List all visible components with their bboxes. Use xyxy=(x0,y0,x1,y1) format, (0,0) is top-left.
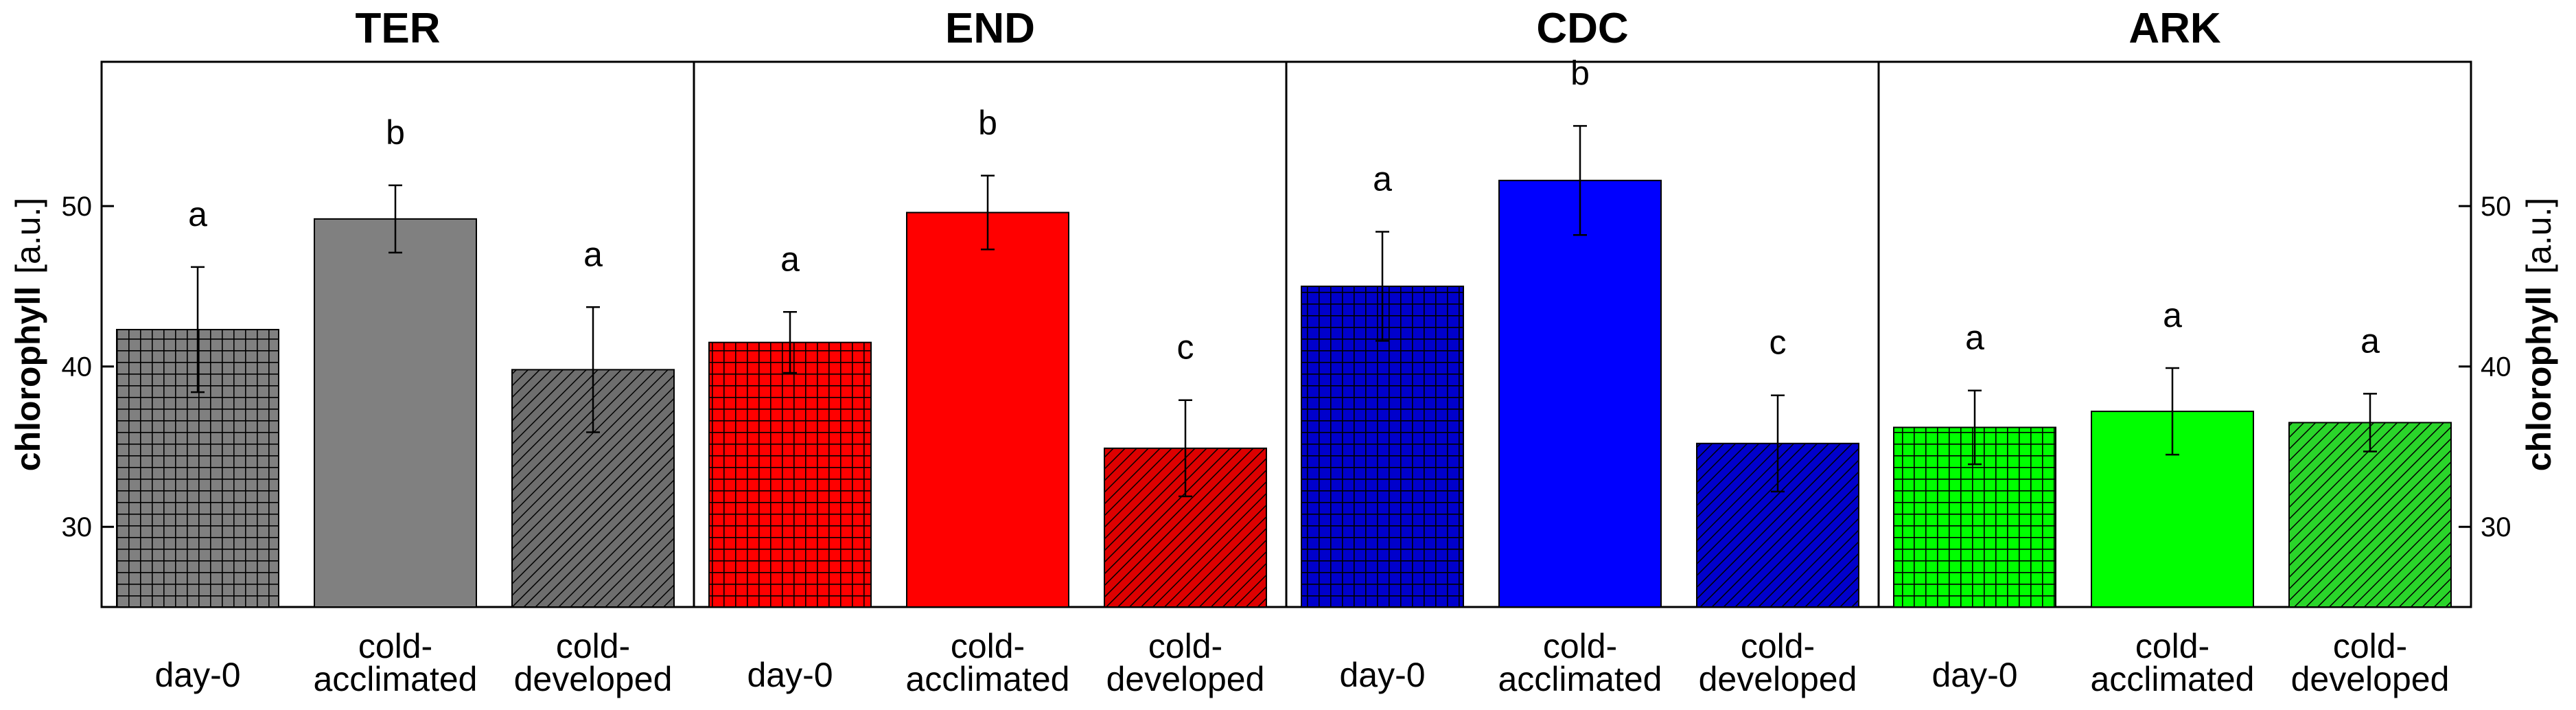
y-axis-title-left: chlorophyll [a.u.] xyxy=(9,198,47,472)
category-label-line: cold- xyxy=(1741,627,1815,665)
category-label: cold-acclimated xyxy=(906,627,1070,698)
y-tick-label: 40 xyxy=(2481,352,2511,382)
category-label: cold-developed xyxy=(1699,627,1857,698)
significance-letter: a xyxy=(1965,319,1984,357)
category-label-line: acclimated xyxy=(2091,660,2255,698)
category-label-line: day-0 xyxy=(1931,656,2017,694)
significance-letter: b xyxy=(386,113,405,152)
category-label: cold-developed xyxy=(1106,627,1265,698)
panel-ark: ARK a day-0 a cold-acclimated a cold-developed xyxy=(1877,5,2452,698)
category-label: day-0 xyxy=(1339,656,1425,694)
category-label: cold-developed xyxy=(2291,627,2450,698)
category-label-line: developed xyxy=(1106,660,1265,698)
panel-end: END a day-0 b cold-acclimated c cold-developed xyxy=(693,5,1267,698)
category-label: day-0 xyxy=(154,656,240,694)
significance-letter: c xyxy=(1177,328,1194,367)
category-label-line: cold- xyxy=(358,627,432,665)
y-axis-unit-text: [a.u.] xyxy=(2520,198,2558,274)
panel-title: CDC xyxy=(1536,5,1628,52)
category-label-line: day-0 xyxy=(747,656,833,694)
category-label: cold-acclimated xyxy=(314,627,478,698)
panel-title: ARK xyxy=(2128,5,2221,52)
y-axis-unit-text: [a.u.] xyxy=(9,198,47,274)
panel-title: TER xyxy=(356,5,441,52)
y-axis-left: 30 40 50 xyxy=(62,192,114,542)
y-axis-right: 30 40 50 xyxy=(2459,192,2511,542)
category-label-line: cold- xyxy=(2333,627,2407,665)
chart-root: 304050304050chlorophyll[a.u.]chlorophyll… xyxy=(9,5,2558,698)
category-label: cold-acclimated xyxy=(1498,627,1662,698)
category-label-line: cold- xyxy=(1148,627,1222,665)
bar-cold-acclimated xyxy=(906,211,1069,608)
significance-letter: a xyxy=(1373,160,1392,198)
bar-cold-acclimated xyxy=(1498,179,1662,608)
significance-letter: c xyxy=(1769,323,1787,362)
y-tick-label: 50 xyxy=(62,192,93,222)
category-label-line: cold- xyxy=(2135,627,2209,665)
category-label-line: developed xyxy=(2291,660,2450,698)
bar-cold-acclimated xyxy=(314,218,477,608)
category-label-line: cold- xyxy=(951,627,1025,665)
y-axis-title-right: chlorophyll [a.u.] xyxy=(2520,198,2558,472)
category-label: day-0 xyxy=(1931,656,2017,694)
category-label-line: cold- xyxy=(556,627,630,665)
category-label-line: day-0 xyxy=(154,656,240,694)
significance-letter: a xyxy=(2163,296,2182,334)
category-label-line: developed xyxy=(514,660,673,698)
significance-letter: a xyxy=(780,240,800,278)
bar-cold-acclimated xyxy=(2091,411,2254,608)
significance-letter: b xyxy=(1570,54,1590,92)
bar-day-0 xyxy=(708,341,872,608)
y-tick-label: 40 xyxy=(62,352,93,382)
panel-ter: TER a day-0 b cold-acclimated a cold-developed xyxy=(116,5,675,698)
significance-letter: a xyxy=(583,235,603,273)
category-label-line: acclimated xyxy=(314,660,478,698)
y-tick-label: 30 xyxy=(2481,512,2511,542)
category-label: cold-developed xyxy=(514,627,673,698)
category-label-line: cold- xyxy=(1543,627,1617,665)
y-axis-title-text: chlorophyll xyxy=(2520,286,2558,471)
panel-title: END xyxy=(945,5,1035,52)
significance-letter: a xyxy=(188,195,207,233)
significance-letter: b xyxy=(978,104,997,142)
category-label-line: acclimated xyxy=(906,660,1070,698)
y-axis-title-text: chlorophyll xyxy=(9,286,47,471)
significance-letter: a xyxy=(2360,321,2380,360)
category-label-line: day-0 xyxy=(1339,656,1425,694)
category-label: day-0 xyxy=(747,656,833,694)
y-tick-label: 50 xyxy=(2481,192,2511,222)
category-label: cold-acclimated xyxy=(2091,627,2255,698)
y-tick-label: 30 xyxy=(62,512,93,542)
bar-cold-developed xyxy=(2288,422,2452,608)
panel-cdc: CDC a day-0 b cold-acclimated c cold-developed xyxy=(1285,5,1859,698)
category-label-line: acclimated xyxy=(1498,660,1662,698)
category-label-line: developed xyxy=(1699,660,1857,698)
